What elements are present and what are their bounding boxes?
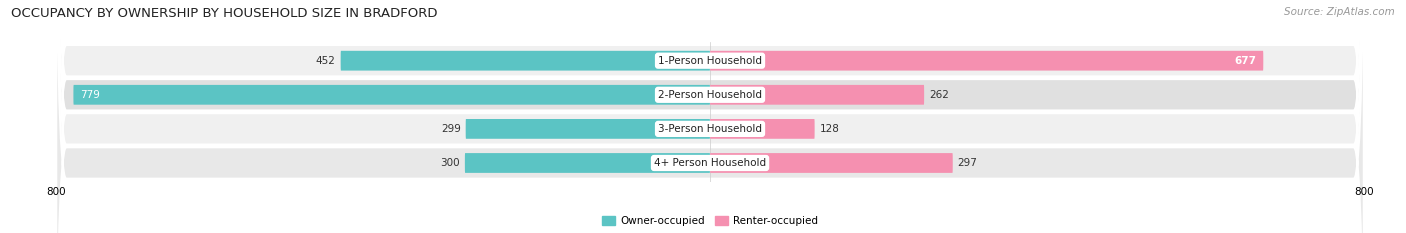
- FancyBboxPatch shape: [56, 0, 1364, 233]
- FancyBboxPatch shape: [710, 85, 924, 105]
- Text: 4+ Person Household: 4+ Person Household: [654, 158, 766, 168]
- FancyBboxPatch shape: [56, 0, 1364, 233]
- FancyBboxPatch shape: [710, 119, 814, 139]
- FancyBboxPatch shape: [465, 153, 710, 173]
- Text: 1-Person Household: 1-Person Household: [658, 56, 762, 66]
- Legend: Owner-occupied, Renter-occupied: Owner-occupied, Renter-occupied: [598, 212, 823, 230]
- Text: 2-Person Household: 2-Person Household: [658, 90, 762, 100]
- FancyBboxPatch shape: [56, 0, 1364, 233]
- Text: 297: 297: [957, 158, 977, 168]
- FancyBboxPatch shape: [465, 119, 710, 139]
- Text: 262: 262: [929, 90, 949, 100]
- FancyBboxPatch shape: [56, 0, 1364, 233]
- FancyBboxPatch shape: [340, 51, 710, 71]
- Text: 452: 452: [316, 56, 336, 66]
- FancyBboxPatch shape: [710, 153, 953, 173]
- FancyBboxPatch shape: [73, 85, 710, 105]
- Text: 128: 128: [820, 124, 839, 134]
- Text: 300: 300: [440, 158, 460, 168]
- Text: 677: 677: [1234, 56, 1257, 66]
- Text: Source: ZipAtlas.com: Source: ZipAtlas.com: [1284, 7, 1395, 17]
- Text: 299: 299: [441, 124, 461, 134]
- FancyBboxPatch shape: [710, 51, 1264, 71]
- Text: 3-Person Household: 3-Person Household: [658, 124, 762, 134]
- Text: 779: 779: [80, 90, 100, 100]
- Text: OCCUPANCY BY OWNERSHIP BY HOUSEHOLD SIZE IN BRADFORD: OCCUPANCY BY OWNERSHIP BY HOUSEHOLD SIZE…: [11, 7, 437, 20]
